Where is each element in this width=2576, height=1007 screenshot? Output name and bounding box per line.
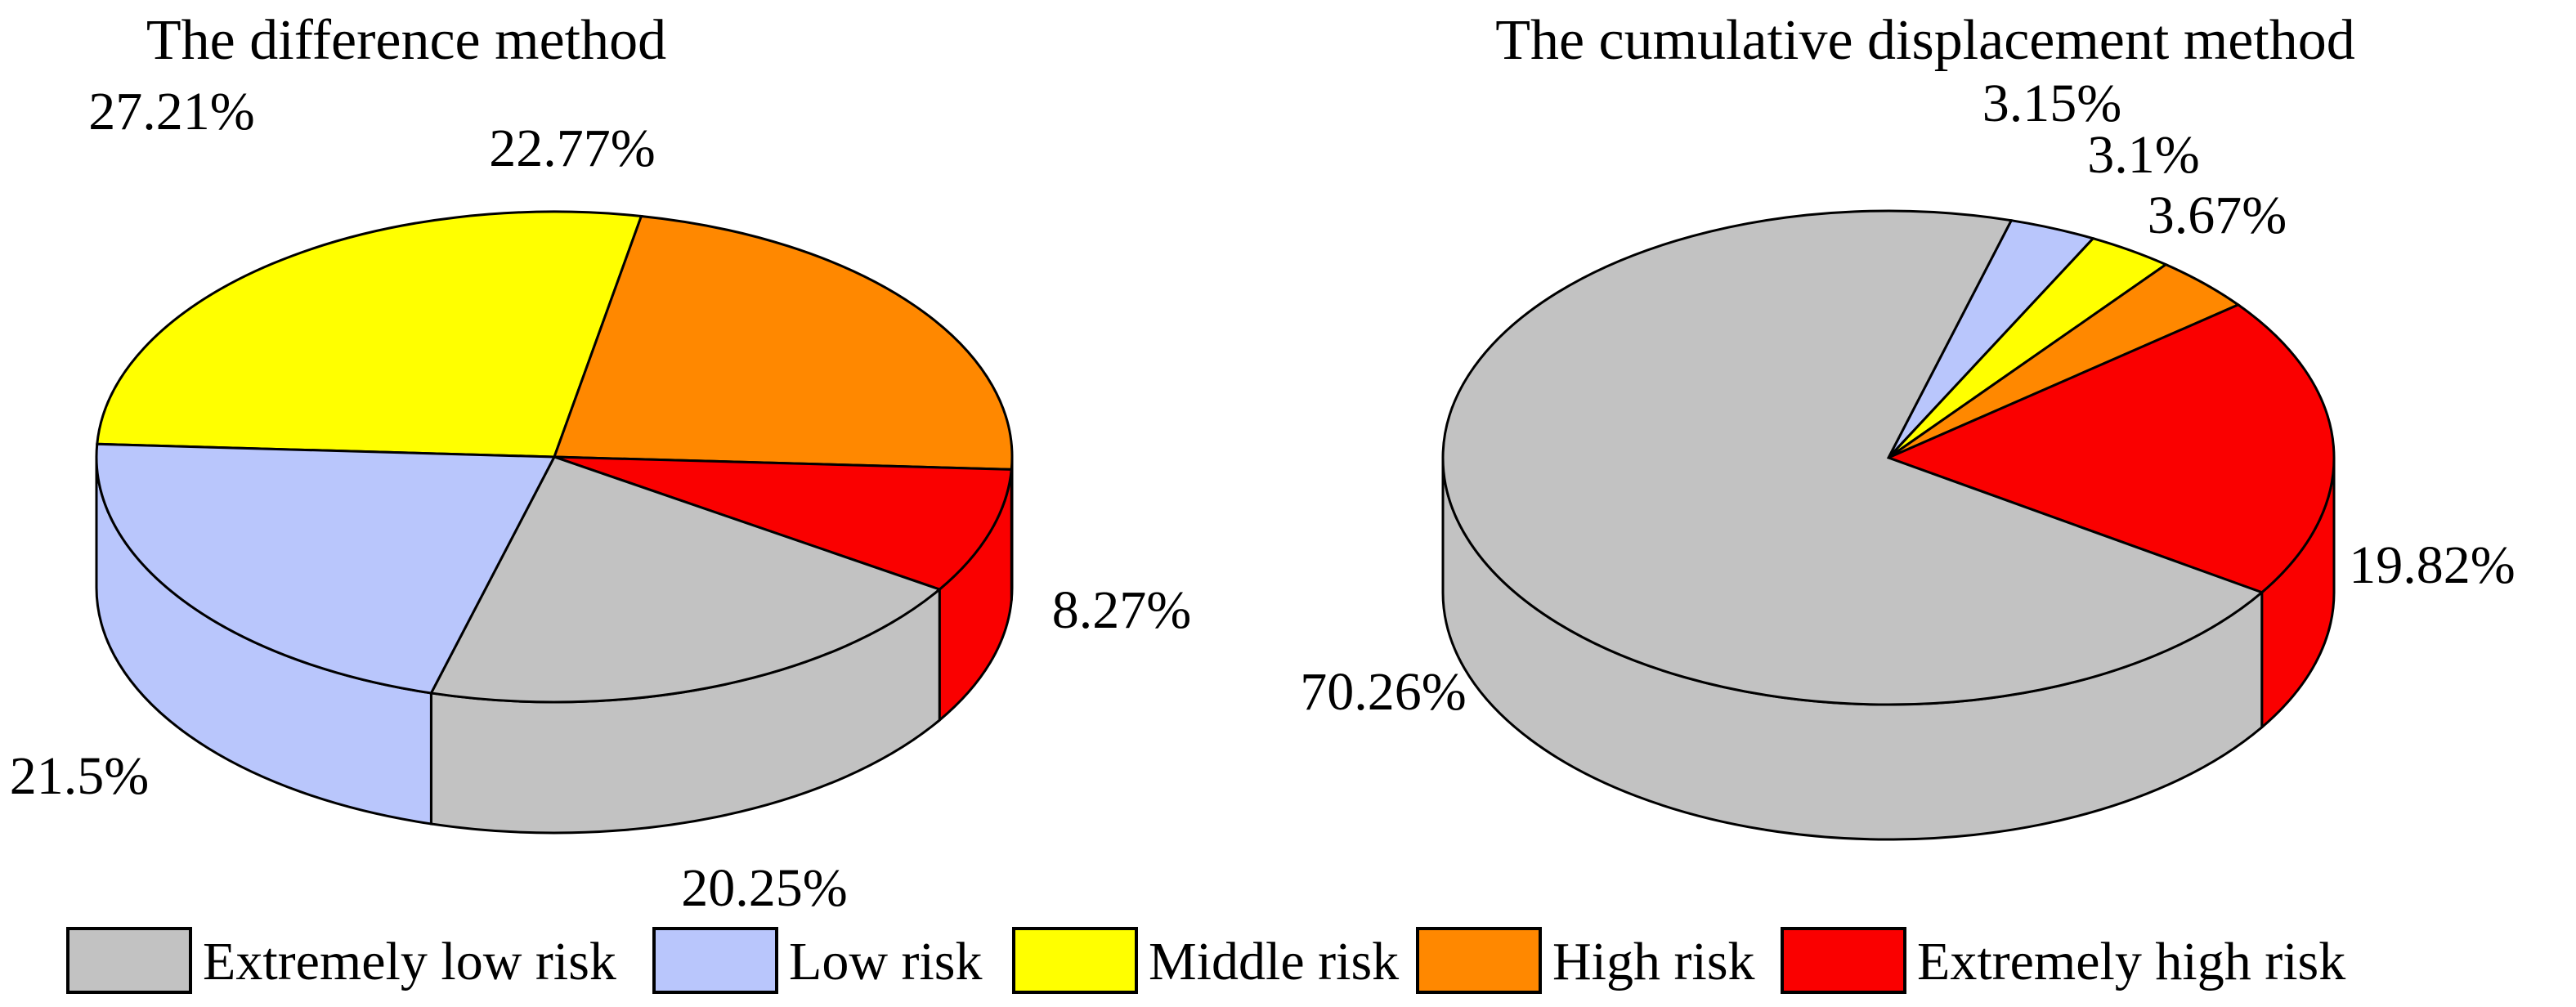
- slice-label-low-risk-left: 21.5%: [10, 746, 149, 806]
- slice-label-middle-risk-left: 27.21%: [88, 82, 254, 141]
- slice-label-extremely-low-risk-left: 20.25%: [681, 858, 847, 918]
- slice-label-extremely-low-risk-right: 70.26%: [1300, 662, 1466, 722]
- pie-difference-method: [95, 210, 1014, 835]
- legend-swatch-extremely-high-risk: [1781, 927, 1906, 994]
- pie-0-slice-extremely-high-risk: [553, 455, 1013, 591]
- legend-label-middle-risk: Middle risk: [1149, 932, 1399, 991]
- pie-0-slice-extremely-low-risk: [429, 455, 943, 704]
- legend-label-extremely-low-risk: Extremely low risk: [203, 932, 616, 991]
- legend-label-low-risk: Low risk: [789, 932, 982, 991]
- pie-1-slice-extremely-low-risk: [1441, 209, 2265, 706]
- slice-label-high-risk-left: 22.77%: [489, 119, 655, 178]
- slice-label-extremely-high-risk-right: 19.82%: [2349, 535, 2515, 595]
- slice-label-extremely-high-risk-left: 8.27%: [1052, 580, 1191, 640]
- legend: Extremely low risk Low risk Middle risk …: [66, 927, 2345, 994]
- pie-right-title: The cumulative displacement method: [1495, 9, 2355, 72]
- pie-0-slice-low-risk: [95, 442, 557, 695]
- pie-0-slice-middle-risk: [96, 210, 643, 459]
- legend-swatch-low-risk: [652, 927, 778, 994]
- legend-swatch-high-risk: [1416, 927, 1542, 994]
- slice-label-high-risk-right: 3.67%: [2148, 186, 2287, 245]
- legend-label-extremely-high-risk: Extremely high risk: [1917, 932, 2345, 991]
- pie-0-slice-high-risk: [552, 214, 1014, 471]
- slice-label-middle-risk-right: 3.1%: [2087, 125, 2199, 185]
- pie-cumulative-displacement-method: [1441, 209, 2336, 841]
- pie-left-title: The difference method: [146, 9, 666, 72]
- pie-1-slice-extremely-high-risk: [1884, 303, 2336, 594]
- legend-label-high-risk: High risk: [1552, 932, 1755, 991]
- slice-label-low-risk-right: 3.15%: [1982, 74, 2121, 133]
- legend-swatch-middle-risk: [1012, 927, 1138, 994]
- legend-swatch-extremely-low-risk: [66, 927, 192, 994]
